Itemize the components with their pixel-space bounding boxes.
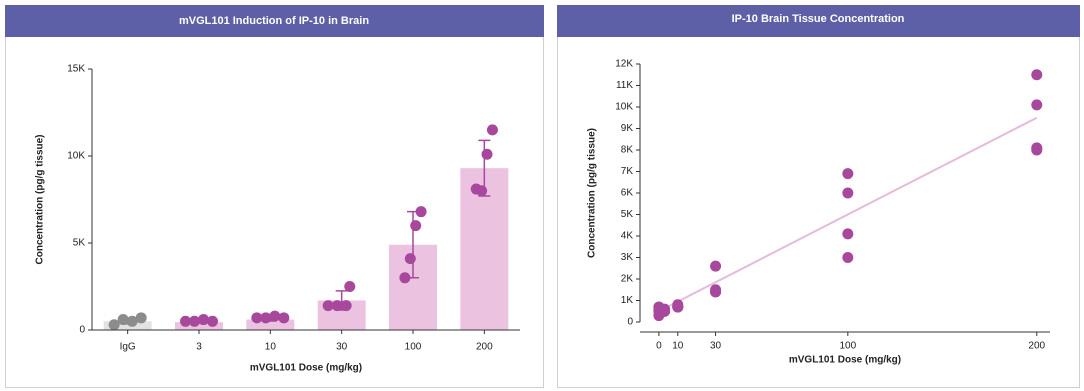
x-axis-label: mVGL101 Dose (mg/kg) (789, 355, 901, 366)
y-tick-label: 4K (621, 231, 634, 242)
data-point (180, 315, 191, 327)
x-tick-label: 100 (405, 342, 422, 353)
data-point (126, 315, 138, 327)
y-tick-label: 6K (621, 188, 634, 199)
bar (246, 319, 295, 330)
y-tick-label: 1K (621, 295, 634, 306)
panel (557, 5, 1080, 388)
data-point (278, 312, 290, 324)
data-point (710, 284, 722, 296)
x-axis-label: mVGL101 Dose (mg/kg) (250, 363, 362, 374)
y-tick-label: 0 (627, 317, 633, 328)
data-point (108, 319, 120, 331)
data-point (476, 185, 488, 197)
data-point (135, 312, 147, 324)
y-tick-label: 12K (615, 59, 633, 70)
y-tick-label: 9K (621, 123, 634, 134)
data-point (331, 300, 343, 312)
data-point (117, 314, 129, 326)
data-point (1031, 69, 1043, 81)
data-point (415, 206, 427, 218)
x-tick-label: 10 (672, 341, 684, 352)
x-tick-label: 30 (710, 341, 722, 352)
y-tick-label: 15K (67, 64, 85, 75)
data-point (710, 260, 722, 272)
x-tick-label: 200 (476, 342, 493, 353)
data-point (260, 312, 272, 324)
data-point (322, 300, 334, 312)
y-tick-label: 3K (621, 252, 634, 263)
y-axis-label: Concentration (pg/g tissue) (587, 128, 598, 258)
data-point (842, 252, 854, 263)
data-point (344, 281, 356, 292)
data-point (659, 305, 671, 317)
x-tick-label: 30 (336, 342, 348, 353)
panel-header (5, 5, 544, 37)
y-axis-label: Concentration (pg/g tissue) (35, 135, 46, 265)
y-tick-label: 8K (621, 145, 634, 156)
data-point (410, 220, 422, 232)
data-point (198, 314, 209, 326)
y-tick-label: 0 (79, 325, 85, 336)
y-tick-label: 7K (621, 166, 634, 177)
x-tick-label: 3 (196, 342, 202, 353)
data-point (481, 148, 493, 160)
x-tick-label: 200 (1028, 341, 1045, 352)
x-tick-label: 100 (839, 341, 856, 352)
data-point (842, 187, 854, 199)
data-point (842, 228, 854, 240)
y-tick-label: 5K (621, 209, 634, 220)
data-point (404, 253, 416, 265)
data-point (189, 315, 200, 327)
y-tick-label: 10K (615, 102, 633, 113)
data-point (1031, 99, 1043, 111)
data-point (486, 124, 498, 136)
y-tick-label: 2K (621, 274, 634, 285)
chart-title: IP-10 Brain Tissue Concentration (732, 13, 905, 25)
y-tick-label: 10K (67, 151, 85, 162)
data-point (672, 301, 684, 313)
y-tick-label: 11K (616, 80, 633, 91)
panel-header (557, 5, 1080, 37)
bar (103, 321, 152, 330)
x-tick-label: IgG (120, 342, 136, 353)
data-point (207, 315, 218, 327)
y-tick-label: 5K (73, 238, 86, 249)
x-tick-label: 0 (656, 341, 662, 352)
data-point (251, 312, 263, 324)
data-point (269, 310, 281, 322)
chart-title: mVGL101 Induction of IP-10 in Brain (179, 15, 369, 27)
data-point (399, 272, 411, 284)
data-point (1031, 144, 1043, 156)
x-tick-label: 10 (265, 342, 277, 353)
bar (175, 322, 223, 330)
fit-line (658, 116, 1038, 313)
data-point (340, 300, 352, 312)
data-point (842, 168, 854, 180)
